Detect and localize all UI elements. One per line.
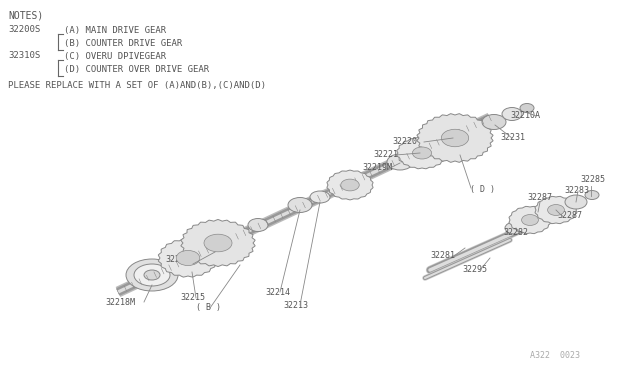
Ellipse shape xyxy=(522,215,538,225)
Text: 32283: 32283 xyxy=(564,186,589,195)
Ellipse shape xyxy=(412,147,431,159)
Text: 32310S: 32310S xyxy=(8,51,40,60)
Text: (A) MAIN DRIVE GEAR: (A) MAIN DRIVE GEAR xyxy=(64,26,166,35)
Polygon shape xyxy=(327,170,373,200)
Ellipse shape xyxy=(204,234,232,252)
Ellipse shape xyxy=(310,191,330,203)
Text: 32287: 32287 xyxy=(527,193,552,202)
Text: 32219M: 32219M xyxy=(362,163,392,172)
Text: PLEASE REPLACE WITH A SET OF (A)AND(B),(C)AND(D): PLEASE REPLACE WITH A SET OF (A)AND(B),(… xyxy=(8,81,266,90)
Text: 32220: 32220 xyxy=(392,137,417,146)
Ellipse shape xyxy=(442,129,468,147)
Text: 32200S: 32200S xyxy=(8,25,40,34)
Text: ( D ): ( D ) xyxy=(470,185,495,194)
Ellipse shape xyxy=(134,264,170,286)
Text: 32282: 32282 xyxy=(503,228,528,237)
Polygon shape xyxy=(158,239,218,277)
Ellipse shape xyxy=(248,218,268,231)
Ellipse shape xyxy=(176,250,200,266)
Text: 32213: 32213 xyxy=(283,301,308,310)
Text: 32221: 32221 xyxy=(373,150,398,159)
Text: (C) OVERU DPIVEGEAR: (C) OVERU DPIVEGEAR xyxy=(64,52,166,61)
Text: 32214: 32214 xyxy=(265,288,290,297)
Text: 32287: 32287 xyxy=(557,211,582,220)
Ellipse shape xyxy=(565,195,587,209)
Text: 32295: 32295 xyxy=(462,265,487,274)
Polygon shape xyxy=(181,219,255,267)
Ellipse shape xyxy=(144,270,160,280)
Text: 32210A: 32210A xyxy=(510,111,540,120)
Text: 32231: 32231 xyxy=(500,133,525,142)
Text: 32218M: 32218M xyxy=(105,298,135,307)
Ellipse shape xyxy=(340,179,359,191)
Ellipse shape xyxy=(548,205,564,215)
Polygon shape xyxy=(417,114,493,162)
Ellipse shape xyxy=(520,103,534,112)
Polygon shape xyxy=(535,196,577,224)
Polygon shape xyxy=(509,206,551,234)
Ellipse shape xyxy=(288,198,312,212)
Ellipse shape xyxy=(482,115,506,129)
Polygon shape xyxy=(397,137,447,169)
Ellipse shape xyxy=(126,259,178,291)
Text: A322  0023: A322 0023 xyxy=(530,351,580,360)
Text: (B) COUNTER DRIVE GEAR: (B) COUNTER DRIVE GEAR xyxy=(64,39,182,48)
Ellipse shape xyxy=(502,108,522,121)
Ellipse shape xyxy=(505,222,525,234)
Text: NOTES): NOTES) xyxy=(8,10,44,20)
Text: (D) COUNTER OVER DRIVE GEAR: (D) COUNTER OVER DRIVE GEAR xyxy=(64,65,209,74)
Text: 32219: 32219 xyxy=(165,255,190,264)
Text: 32285: 32285 xyxy=(580,175,605,184)
Text: 32281: 32281 xyxy=(430,251,455,260)
Text: ( B ): ( B ) xyxy=(196,303,221,312)
Text: 32215: 32215 xyxy=(180,293,205,302)
Ellipse shape xyxy=(387,154,413,170)
Ellipse shape xyxy=(585,190,599,199)
